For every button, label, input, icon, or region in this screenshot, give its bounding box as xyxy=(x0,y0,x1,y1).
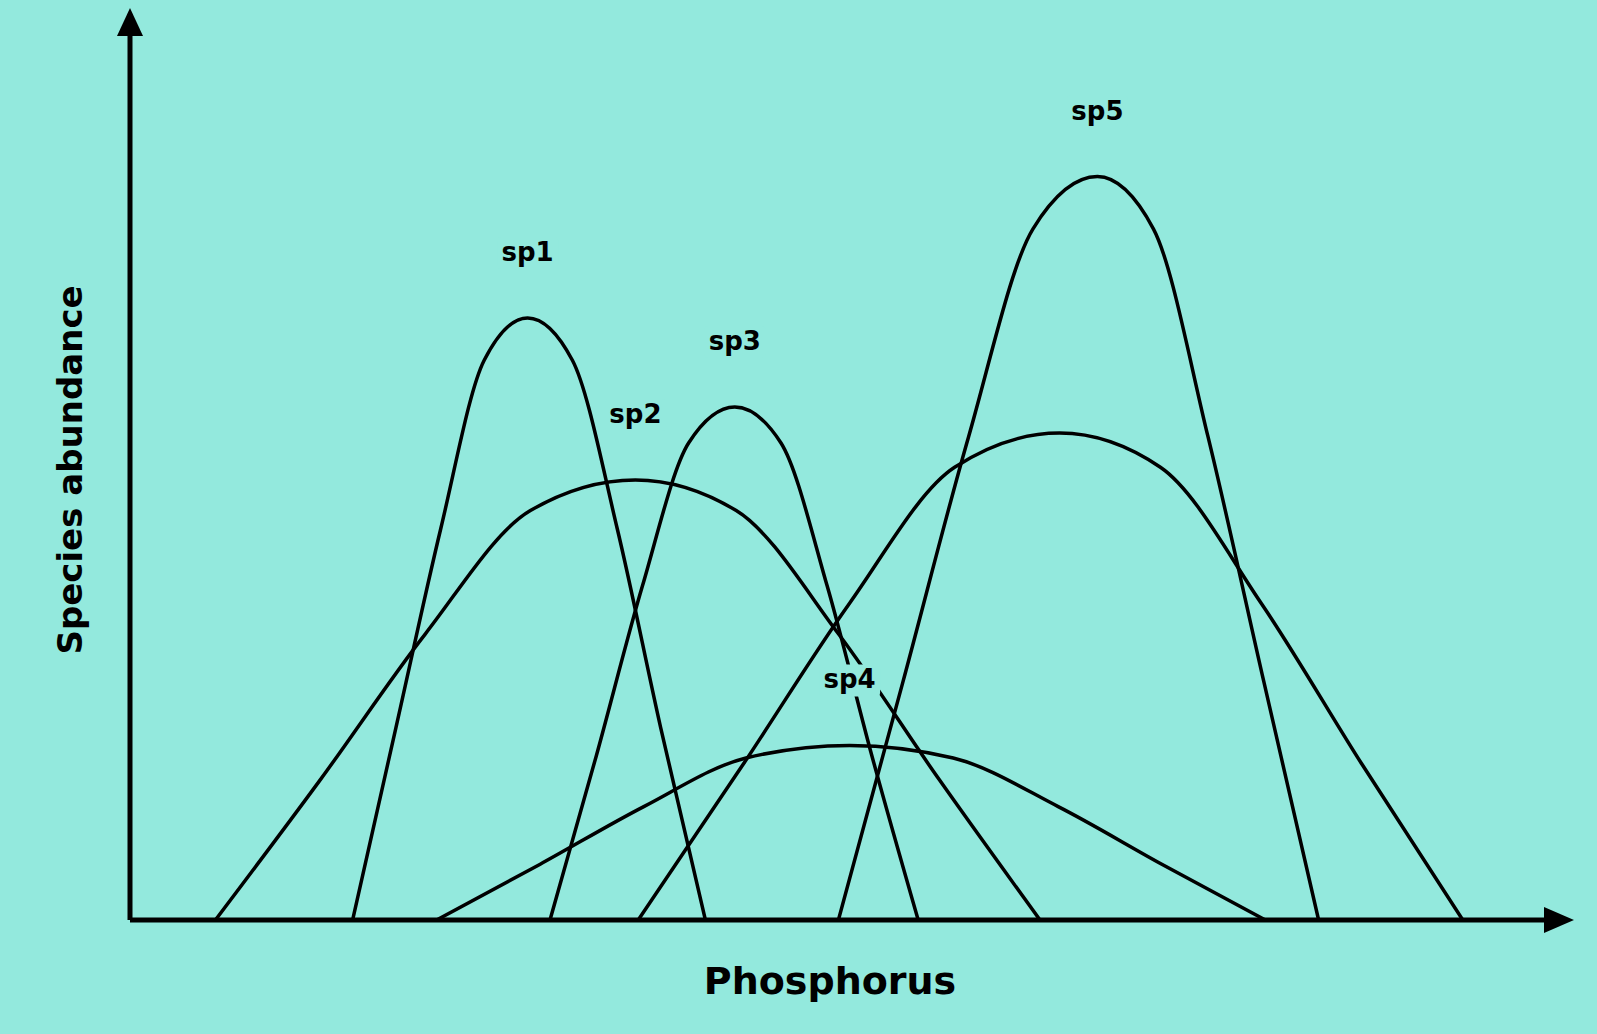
svg-text:sp2: sp2 xyxy=(609,399,661,429)
svg-text:Species abundance: Species abundance xyxy=(50,285,90,654)
svg-text:Phosphorus: Phosphorus xyxy=(704,959,956,1003)
svg-text:sp5: sp5 xyxy=(1071,96,1123,126)
svg-text:sp1: sp1 xyxy=(502,237,554,267)
svg-text:sp3: sp3 xyxy=(709,326,761,356)
svg-text:sp4: sp4 xyxy=(824,664,876,694)
